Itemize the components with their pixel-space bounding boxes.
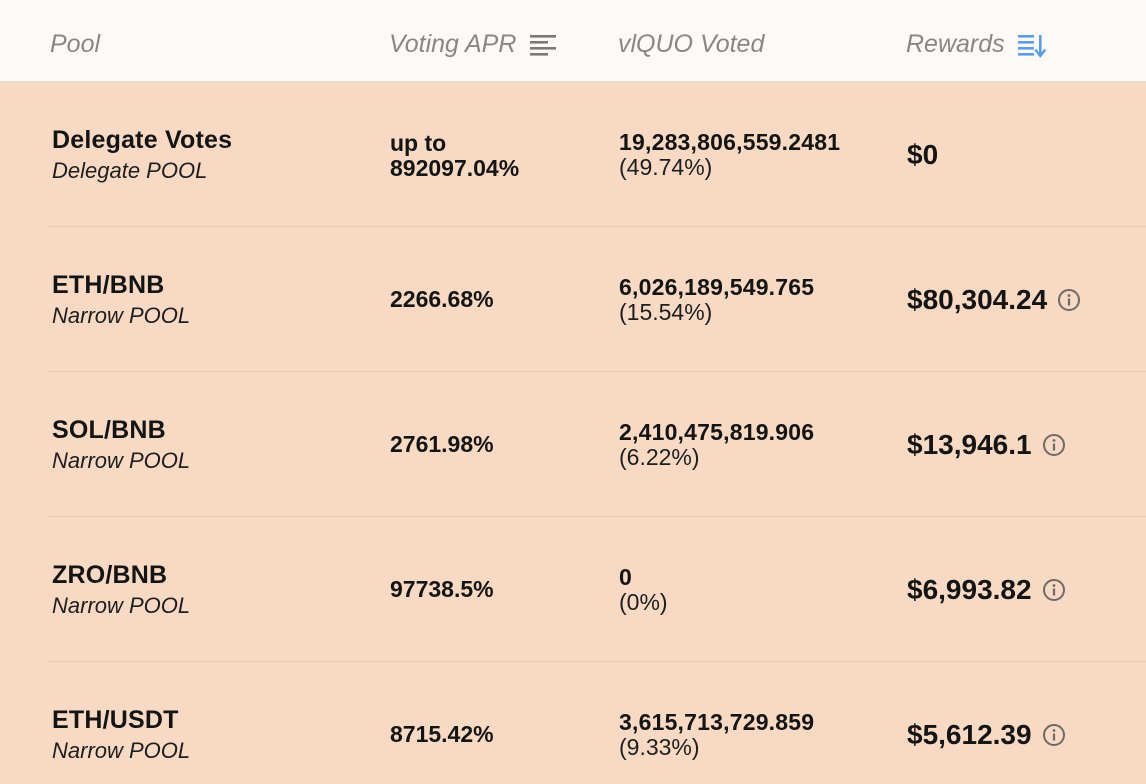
pool-name: ZRO/BNB — [52, 561, 168, 589]
reward: $80,304.24 — [907, 284, 1081, 316]
reward: $5,612.39 — [907, 719, 1066, 751]
reward-value: $6,993.82 — [907, 574, 1032, 605]
table-row[interactable]: ETH/BNB Narrow POOL 2266.68% 6,026,189,5… — [0, 227, 1146, 372]
info-icon[interactable] — [1057, 288, 1081, 312]
pool-type: Narrow POOL — [52, 738, 191, 763]
reward: $6,993.82 — [907, 574, 1066, 606]
voting-apr-value: 892097.04% — [390, 155, 520, 181]
row-divider — [48, 661, 1146, 662]
info-icon[interactable] — [1042, 723, 1066, 747]
pool-type: Narrow POOL — [52, 448, 191, 473]
pool-name: SOL/BNB — [52, 416, 166, 444]
column-header-pool-label: Pool — [50, 30, 101, 58]
voted-percent: (49.74%) — [619, 154, 713, 180]
voted-amount: 3,615,713,729.859 — [619, 709, 815, 735]
table-row[interactable]: Delegate Votes Delegate POOL up to 89209… — [0, 82, 1146, 227]
info-icon[interactable] — [1042, 578, 1066, 602]
row-divider — [48, 371, 1146, 372]
reward-value: $80,304.24 — [907, 284, 1048, 315]
reward: $0 — [907, 139, 938, 171]
reward: $13,946.1 — [907, 429, 1066, 461]
voting-apr: 2266.68% — [390, 287, 494, 312]
info-icon[interactable] — [1042, 433, 1066, 457]
reward-value: $0 — [907, 139, 939, 170]
pool-type: Narrow POOL — [52, 303, 191, 328]
pool-name: Delegate Votes — [52, 126, 233, 154]
table-row[interactable]: ZRO/BNB Narrow POOL 97738.5% 0 (0%) $6,9… — [0, 517, 1146, 662]
voting-apr: up to 892097.04% — [390, 131, 519, 181]
pool-name: ETH/BNB — [52, 271, 165, 299]
voted-amount: 2,410,475,819.906 — [619, 419, 815, 445]
pool-type: Narrow POOL — [52, 593, 191, 618]
voting-apr: 97738.5% — [390, 577, 494, 602]
voted-percent: (0%) — [619, 589, 668, 615]
column-header-voted-label: vlQUO Voted — [618, 30, 765, 58]
row-divider — [48, 516, 1146, 517]
column-header-pool: Pool — [50, 30, 100, 59]
voting-apr-value: 2761.98% — [390, 431, 494, 457]
column-header-voting-apr[interactable]: Voting APR — [389, 30, 558, 59]
voting-apr: 2761.98% — [390, 432, 494, 457]
voting-apr-prefix: up to — [390, 130, 447, 156]
pool-name: ETH/USDT — [52, 706, 179, 734]
table-row[interactable]: SOL/BNB Narrow POOL 2761.98% 2,410,475,8… — [0, 372, 1146, 517]
column-header-voted: vlQUO Voted — [618, 30, 764, 59]
pool-type: Delegate POOL — [52, 158, 208, 183]
table-row[interactable]: ETH/USDT Narrow POOL 8715.42% 3,615,713,… — [0, 662, 1146, 784]
reward-value: $13,946.1 — [907, 429, 1032, 460]
voting-apr-value: 8715.42% — [390, 721, 494, 747]
row-divider — [48, 226, 1146, 227]
voting-apr: 8715.42% — [390, 722, 494, 747]
voted-amount: 6,026,189,549.765 — [619, 274, 815, 300]
voting-apr-value: 2266.68% — [390, 286, 494, 312]
sort-lines-icon[interactable] — [528, 32, 558, 58]
voted-amount: 19,283,806,559.2481 — [619, 129, 841, 155]
voted-percent: (15.54%) — [619, 299, 713, 325]
reward-value: $5,612.39 — [907, 719, 1032, 750]
column-header-rewards[interactable]: Rewards — [906, 30, 1047, 59]
column-header-rewards-label: Rewards — [906, 30, 1005, 58]
voted-amount: 0 — [619, 564, 632, 590]
voting-apr-value: 97738.5% — [390, 576, 494, 602]
column-header-voting-apr-label: Voting APR — [389, 30, 517, 58]
voted-percent: (6.22%) — [619, 444, 700, 470]
table-header: Pool Voting APR vlQUO Voted Rewards — [0, 0, 1146, 82]
sort-descending-icon[interactable] — [1017, 32, 1047, 58]
voted-percent: (9.33%) — [619, 734, 700, 760]
